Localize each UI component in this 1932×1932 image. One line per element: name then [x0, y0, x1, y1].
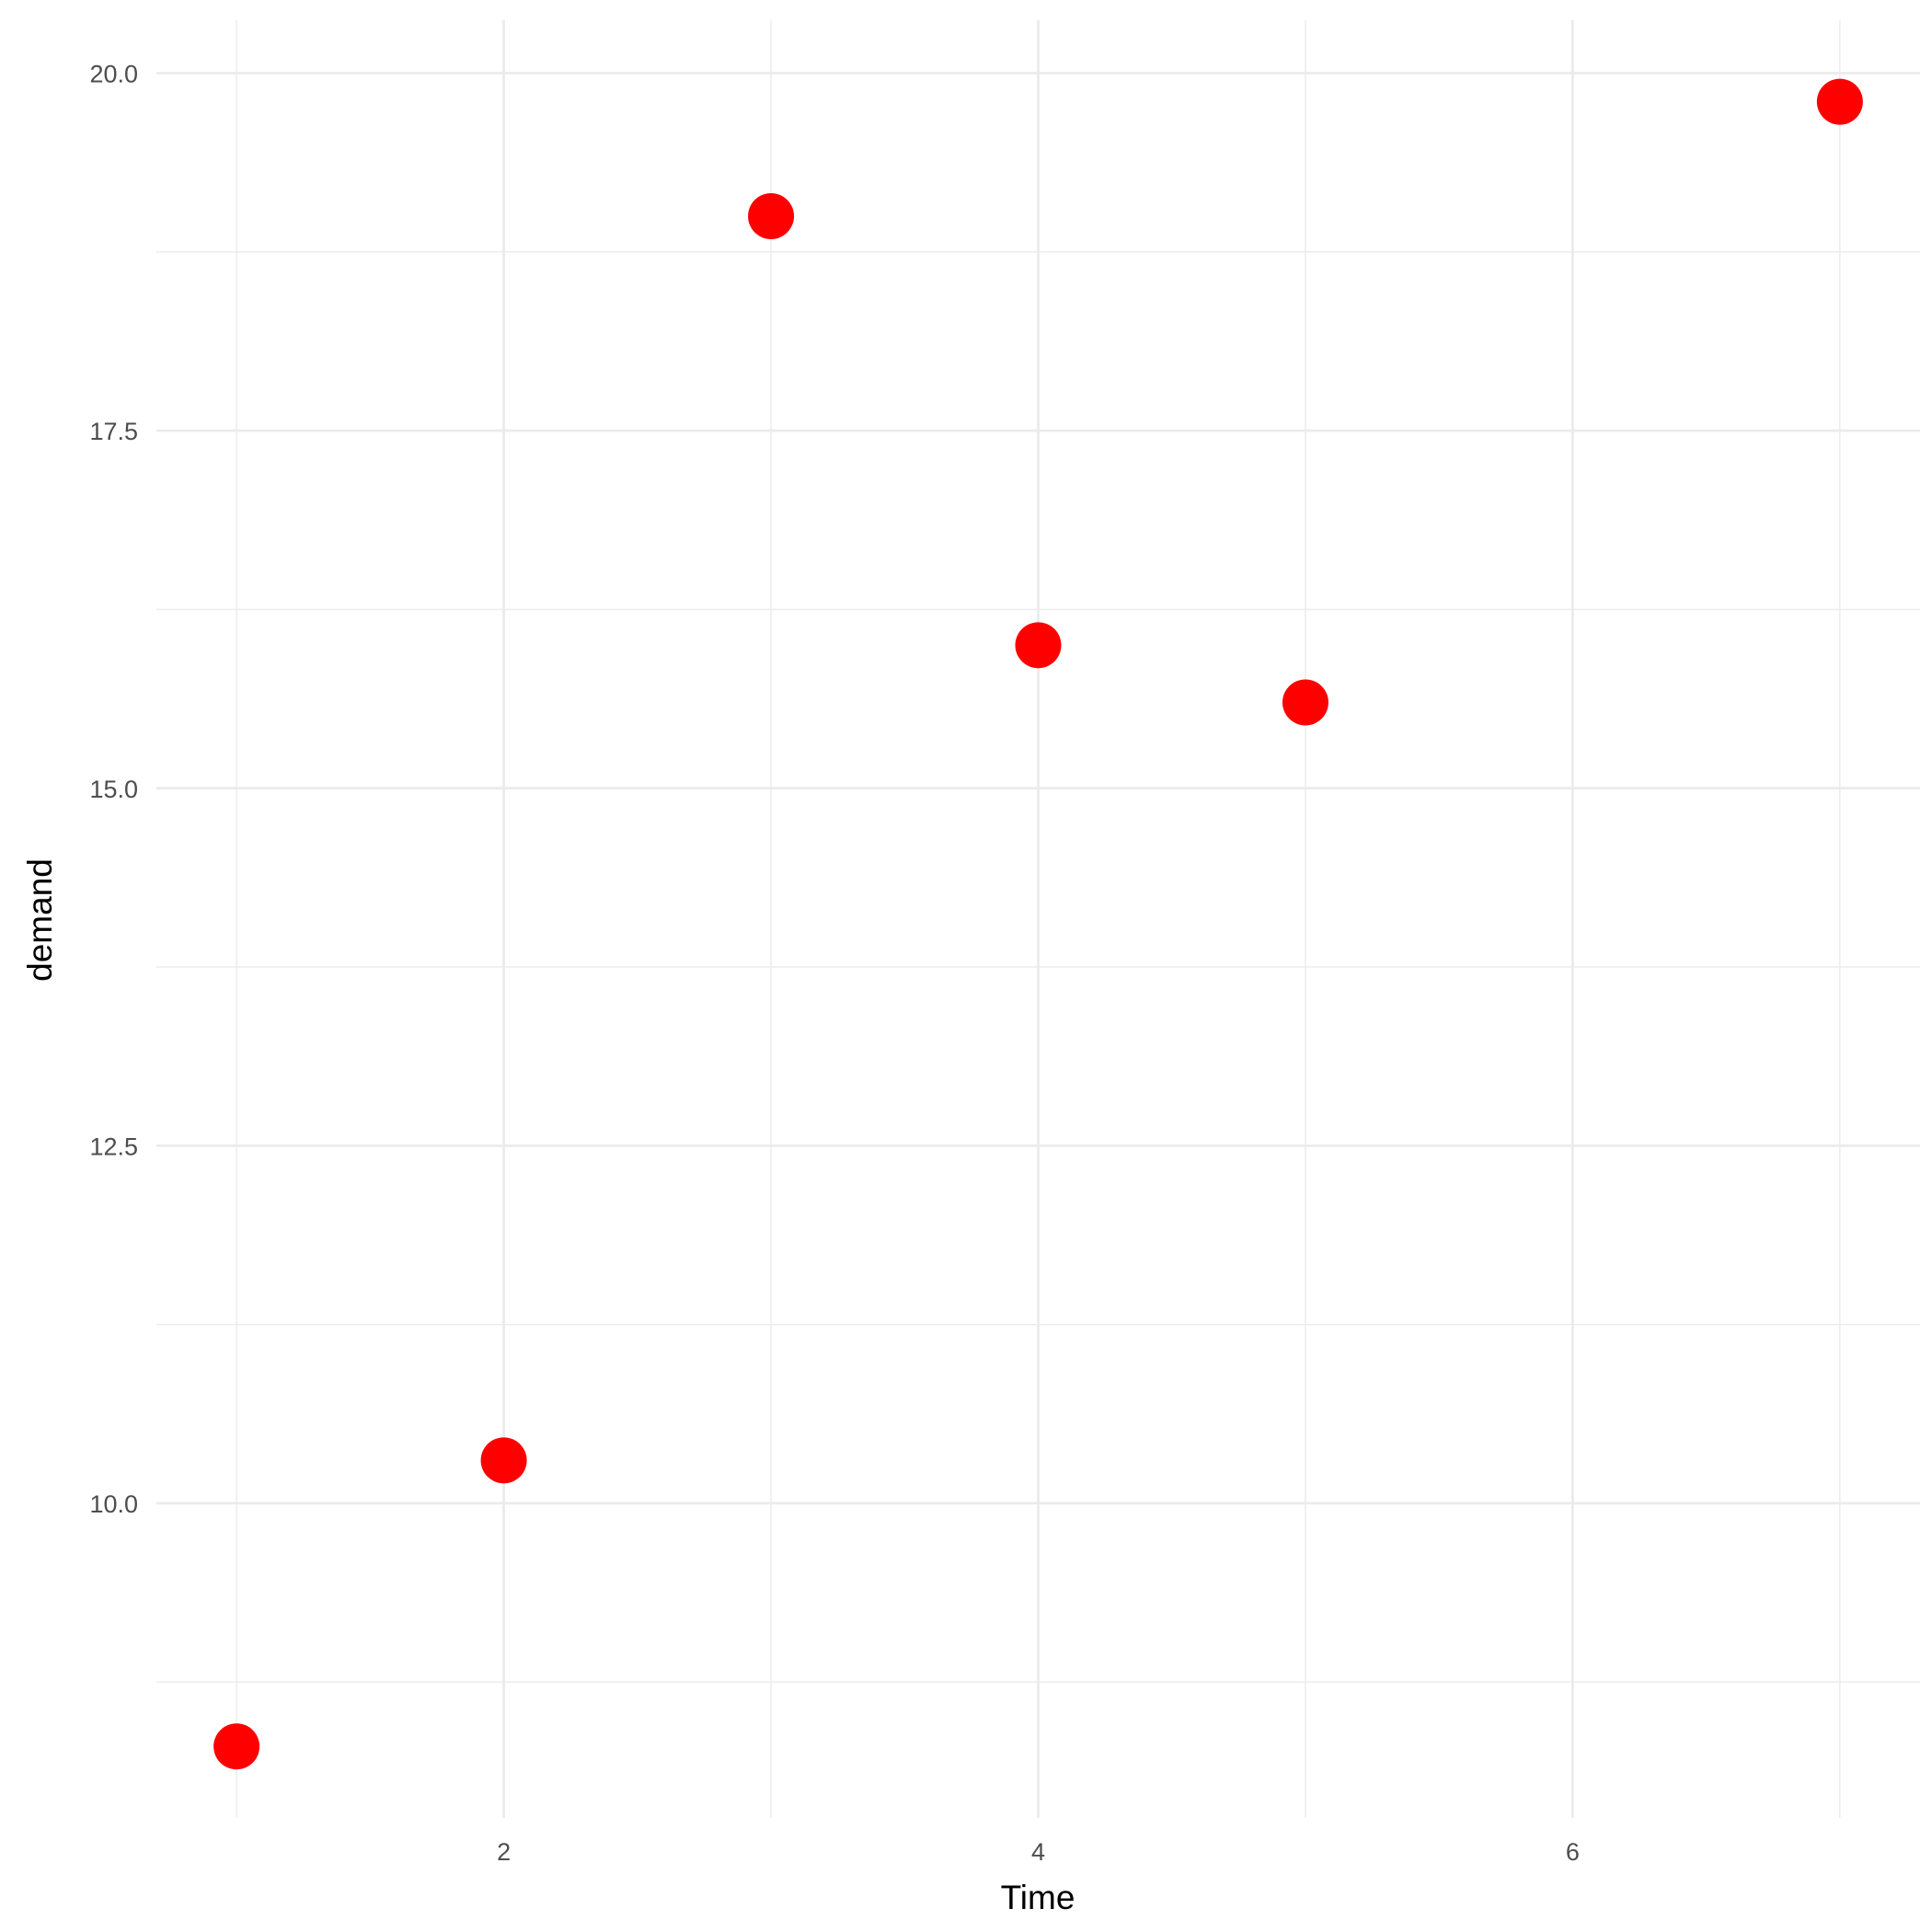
x-tick-label: 2	[497, 1838, 511, 1866]
data-point	[1816, 78, 1863, 125]
data-point	[1015, 622, 1062, 669]
points	[213, 78, 1863, 1770]
data-point	[213, 1723, 260, 1770]
y-tick-label: 20.0	[89, 61, 138, 88]
data-point	[1282, 679, 1328, 726]
y-tick-label: 12.5	[89, 1133, 138, 1160]
x-tick-label: 6	[1566, 1838, 1580, 1866]
y-axis-title: demand	[21, 858, 59, 982]
y-tick-label: 10.0	[89, 1490, 138, 1518]
data-point	[480, 1437, 527, 1484]
y-tick-label: 15.0	[89, 776, 138, 803]
y-axis-ticks: 10.0 12.5 15.0 17.5 20.0	[89, 61, 138, 1518]
x-axis-ticks: 2 4 6	[497, 1838, 1580, 1866]
x-axis-title: Time	[1001, 1879, 1075, 1916]
grid	[156, 20, 1920, 1818]
y-tick-label: 17.5	[89, 418, 138, 445]
data-point	[748, 192, 795, 239]
x-tick-label: 4	[1031, 1838, 1045, 1866]
